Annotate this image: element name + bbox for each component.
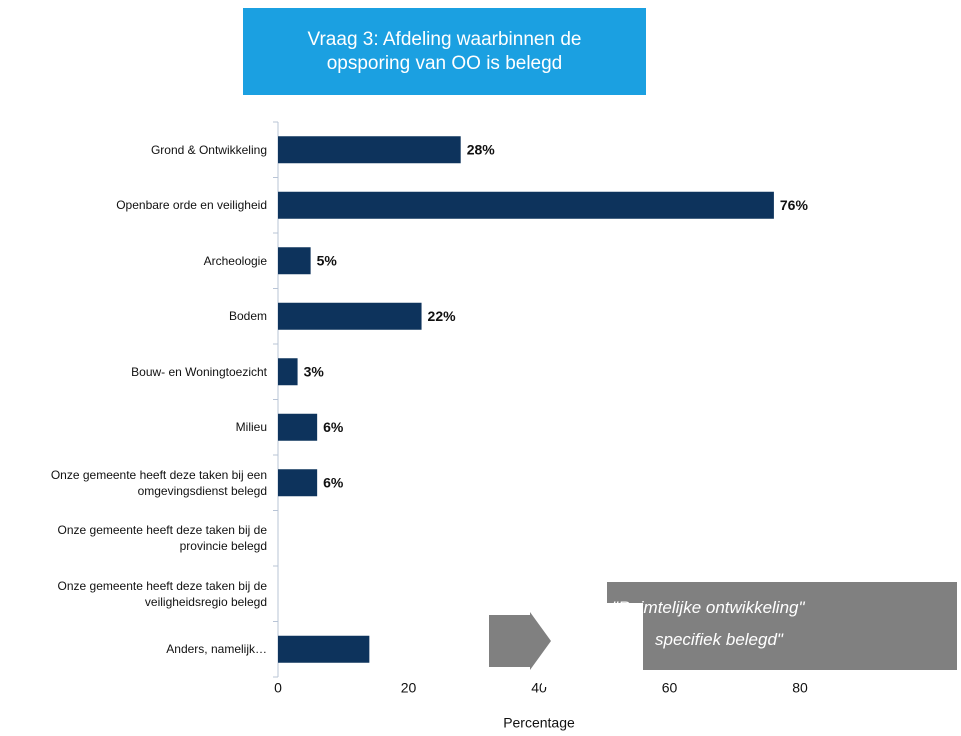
bar	[278, 191, 774, 219]
annotation: specifiek belegd"	[655, 630, 783, 649]
x-axis-label: Percentage	[503, 715, 575, 731]
value-label: 28%	[467, 141, 496, 157]
cover	[542, 603, 643, 687]
y-tick-label: Onze gemeente heeft deze taken bij de ve…	[57, 578, 267, 609]
bar	[278, 247, 311, 275]
annotation-box	[607, 582, 957, 670]
value-label: 76%	[780, 197, 809, 213]
x-tick-label: 80	[792, 680, 808, 696]
chart-title: Vraag 3: Afdeling waarbinnen de opsporin…	[243, 8, 646, 95]
x-tick-label: 60	[662, 680, 678, 696]
y-tick-label: Bodem	[228, 309, 267, 324]
value-label: 3%	[304, 363, 325, 379]
x-tick-label: 20	[401, 680, 417, 696]
bar	[278, 469, 318, 497]
y-tick-label: Openbare orde en veiligheid	[116, 198, 267, 213]
y-tick-label: Archeologie	[203, 253, 267, 268]
annotation: "Ruimtelijke ontwikkeling"	[612, 598, 805, 617]
bar	[278, 302, 422, 330]
y-tick-label: Onze gemeente heeft deze taken bij een o…	[50, 467, 267, 498]
bar	[278, 136, 461, 164]
y-tick-label: Milieu	[235, 420, 267, 435]
value-label: 22%	[428, 308, 457, 324]
value-label: 5%	[317, 252, 338, 268]
bar	[278, 413, 318, 441]
bar	[278, 358, 298, 386]
y-tick-label: Anders, namelijk…	[166, 642, 267, 657]
y-tick-label: Onze gemeente heeft deze taken bij de pr…	[57, 523, 267, 554]
y-tick-label: Bouw- en Woningtoezicht	[131, 364, 267, 379]
x-tick-label: 0	[274, 680, 282, 696]
bar	[278, 635, 370, 663]
value-label: 6%	[323, 419, 344, 435]
y-tick-label: Grond & Ontwikkeling	[150, 142, 267, 157]
value-label: 6%	[323, 474, 344, 490]
